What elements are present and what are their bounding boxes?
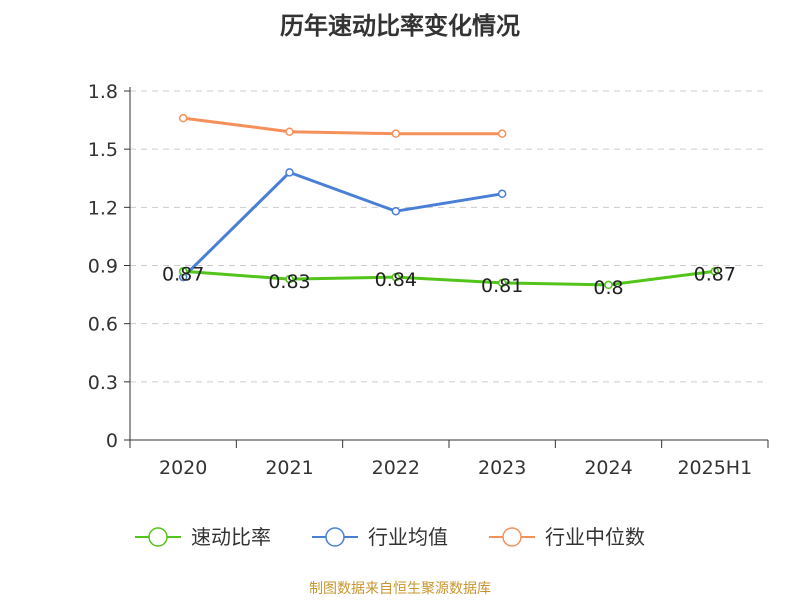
y-tick-label-5: 1.5: [88, 139, 118, 161]
series-2-point-2: [391, 129, 401, 138]
grid-lines: [130, 90, 768, 383]
series-2-point-3: [497, 129, 507, 138]
series-0-point-5: [710, 267, 720, 276]
data-labels: 0.87 0.83 0.84 0.81 0.8 0.87: [162, 263, 736, 299]
series-line-0: [183, 269, 715, 287]
data-label-2: 0.84: [375, 269, 417, 291]
series-1-point-3: [497, 189, 507, 199]
x-tick-label-0: 2020: [159, 457, 207, 479]
y-tick-label-0: 0: [106, 430, 118, 452]
series-1-point-1: [285, 168, 294, 177]
y-tick-label-1: 0.3: [88, 372, 118, 394]
x-tick-label-5: 2025H1: [677, 457, 752, 479]
y-tick-label-2: 0.6: [88, 314, 118, 336]
series-line-2: [183, 116, 503, 136]
data-label-0: 0.87: [162, 263, 204, 285]
series-1-point-2: [391, 206, 401, 216]
y-tick-label-6: 1.8: [88, 81, 118, 103]
y-tick-label-3: 0.9: [88, 256, 118, 278]
series-lines: [178, 113, 720, 290]
series-2-point-1: [285, 127, 294, 136]
y-tick-label-4: 1.2: [88, 197, 118, 219]
legend: 速动比率 行业均值 行业中位数: [135, 525, 645, 549]
x-tick-label-3: 2023: [478, 457, 526, 479]
axes: 0 0.3 0.6 0.9 1.2 1.5 1.8 2020 2021 2022 2023 2024 2…: [88, 81, 769, 479]
legend-marker-1: [325, 527, 345, 547]
chart-title: 历年速动比率变化情况: [280, 12, 520, 40]
data-label-3: 0.81: [481, 275, 523, 297]
legend-label-2: 行业中位数: [545, 525, 645, 549]
data-label-5: 0.87: [694, 263, 736, 285]
legend-marker-0: [148, 527, 168, 547]
series-line-1: [182, 170, 503, 279]
data-label-1: 0.83: [268, 271, 310, 293]
series-0-point-3: [497, 278, 507, 288]
legend-marker-2: [502, 527, 522, 547]
legend-label-0: 速动比率: [191, 525, 271, 549]
source-note: 制图数据来自恒生聚源数据库: [309, 581, 491, 597]
x-tick-label-4: 2024: [584, 457, 632, 479]
series-2-point-0: [178, 113, 188, 123]
data-label-4: 0.8: [593, 277, 623, 299]
series-0-point-2: [391, 272, 401, 282]
legend-label-1: 行业均值: [368, 525, 448, 549]
series-0-point-0: [178, 267, 188, 276]
series-0-point-4: [604, 280, 613, 290]
series-0-point-1: [285, 274, 294, 284]
x-tick-label-1: 2021: [265, 457, 313, 479]
x-tick-label-2: 2022: [372, 457, 420, 479]
